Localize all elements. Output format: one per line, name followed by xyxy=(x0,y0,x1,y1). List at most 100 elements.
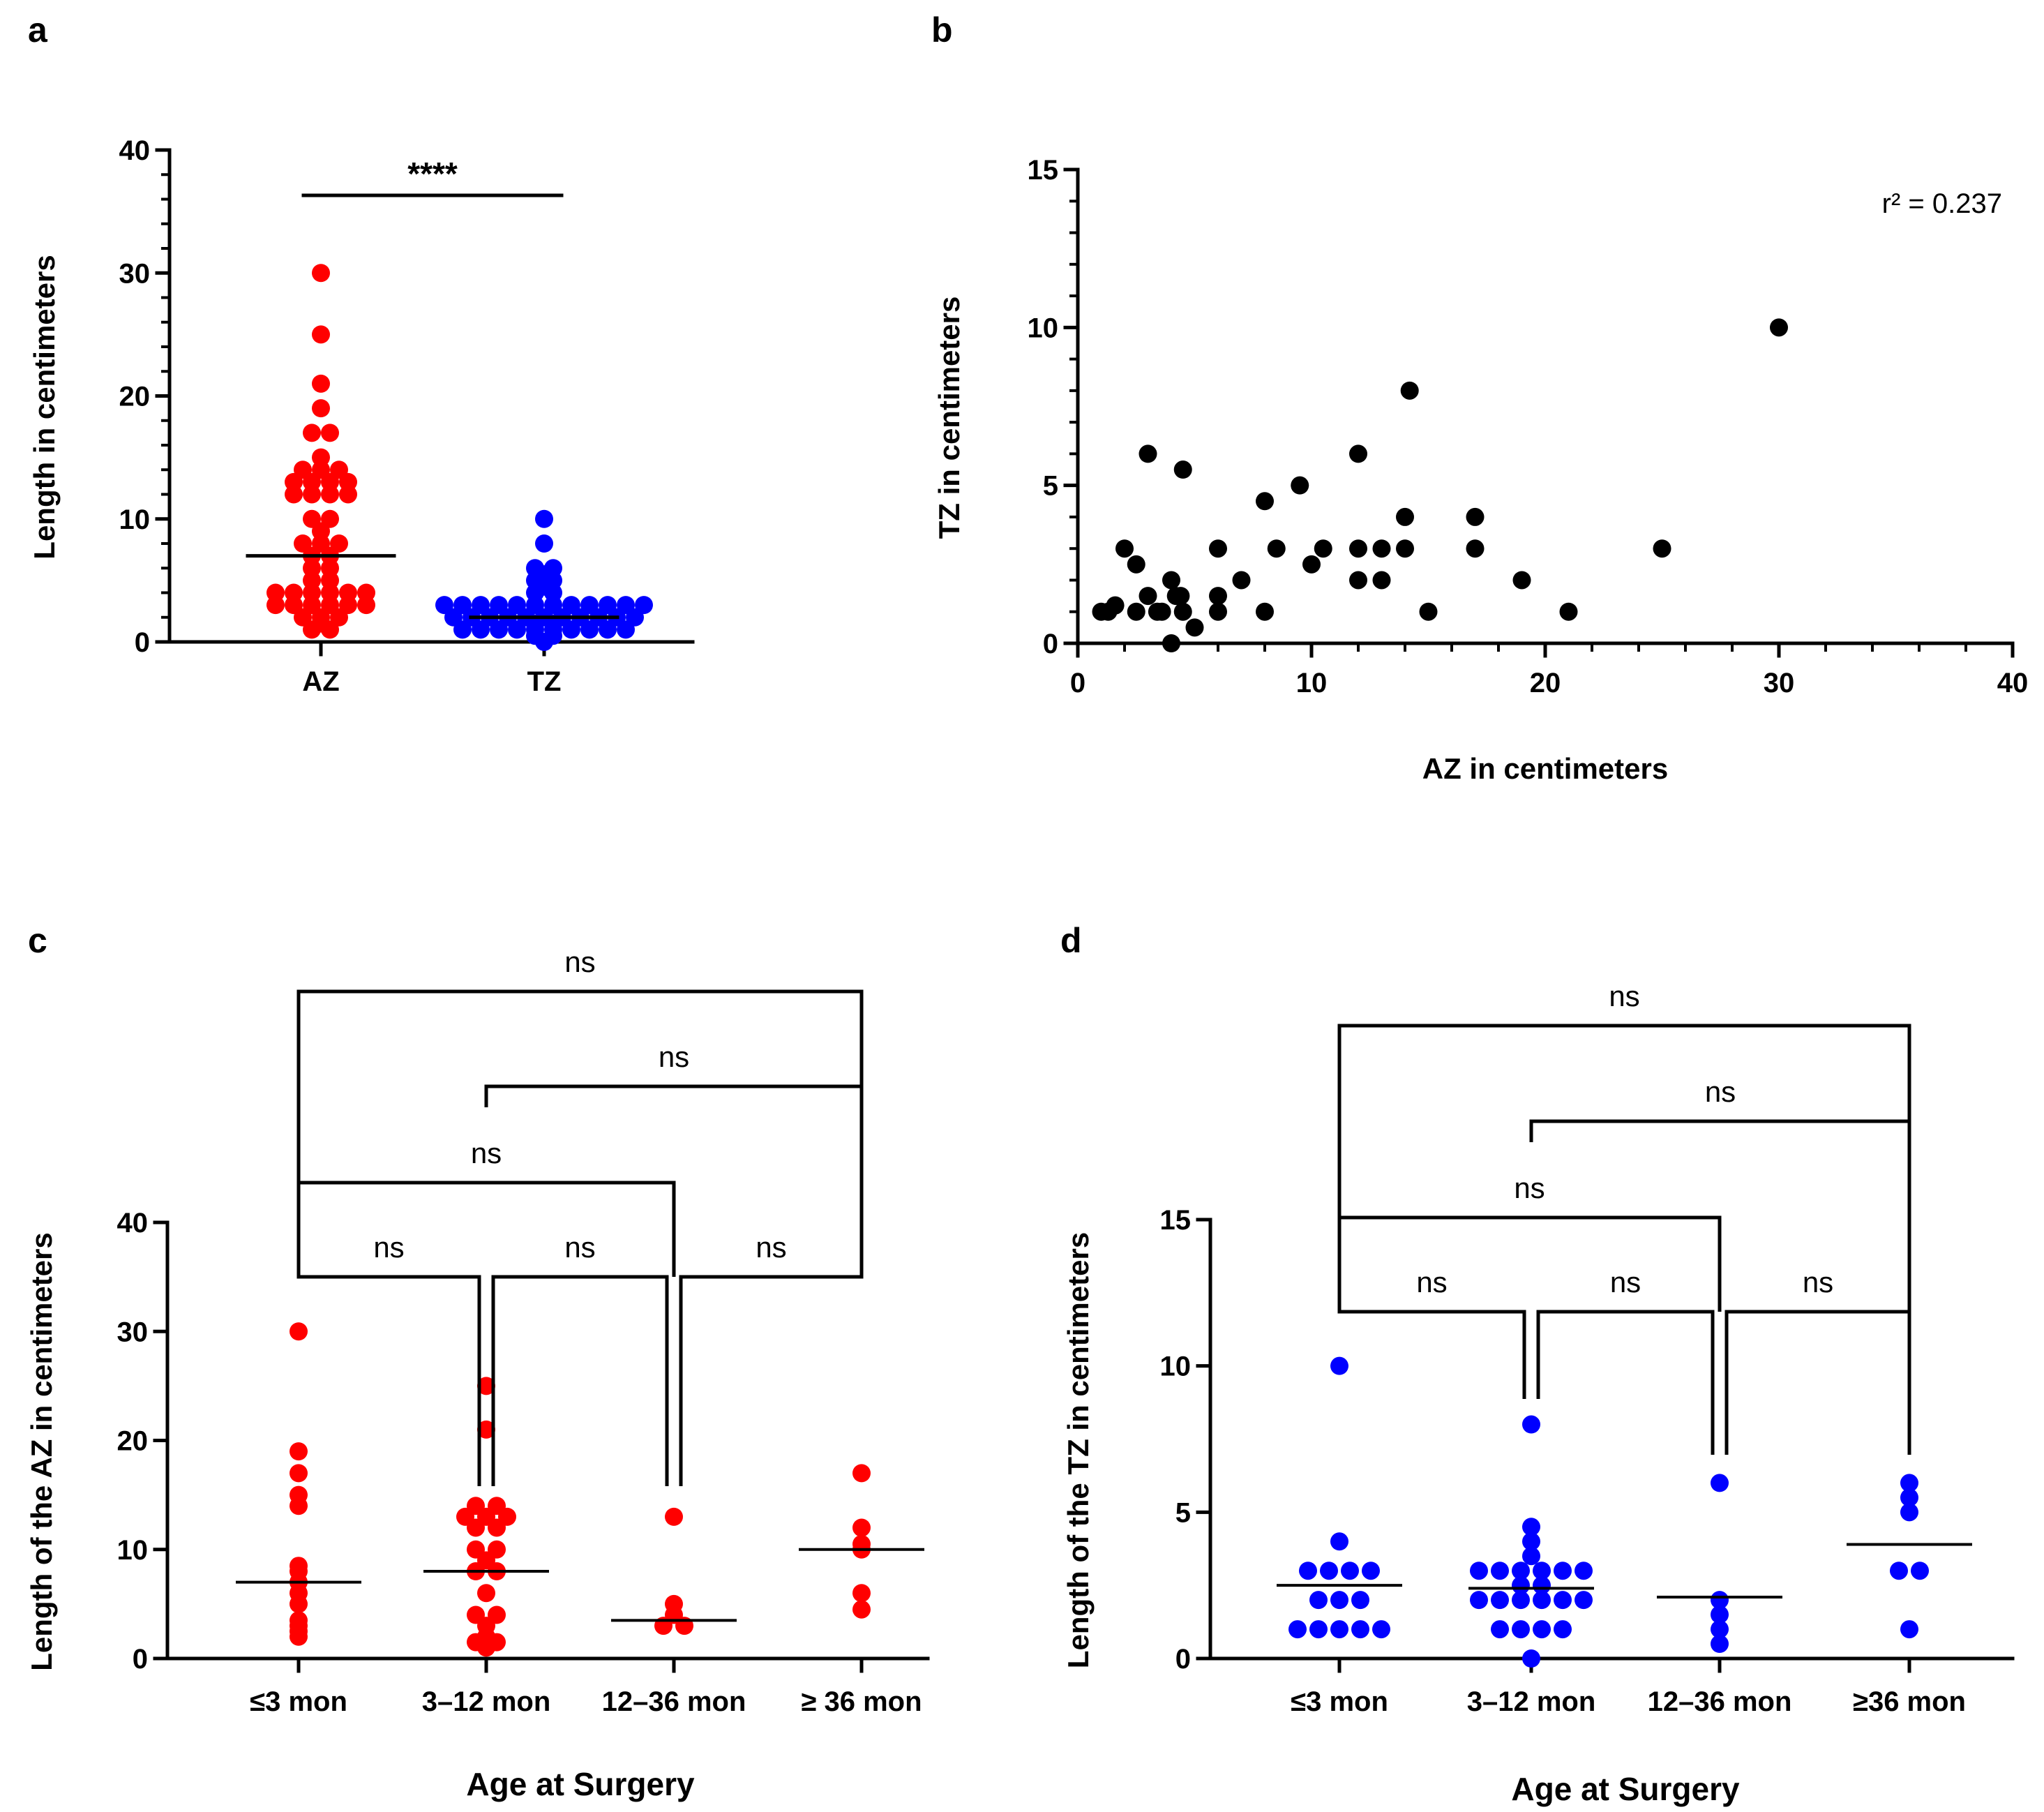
group-point xyxy=(1512,1576,1530,1595)
y-tick-label: 10 xyxy=(117,1535,149,1566)
group-point xyxy=(1554,1562,1572,1580)
y-tick-label: 0 xyxy=(135,627,150,658)
group-point xyxy=(1522,1547,1540,1566)
group-point xyxy=(1330,1532,1348,1551)
y-tick-label: 10 xyxy=(119,504,151,535)
panel-label: c xyxy=(28,921,47,960)
tz-point xyxy=(508,620,526,639)
scatter-point xyxy=(1162,634,1180,652)
group-point xyxy=(290,1627,308,1646)
scatter-point xyxy=(1256,492,1274,511)
scatter-point xyxy=(1291,476,1309,495)
az-point xyxy=(266,596,285,615)
x-tick-label: AZ xyxy=(302,666,339,697)
y-tick-label: 5 xyxy=(1043,471,1058,502)
group-point xyxy=(1351,1591,1369,1610)
tz-point xyxy=(535,509,553,528)
group-point xyxy=(1711,1474,1729,1492)
scatter-point xyxy=(1302,555,1321,574)
panel-b: b 0 5 10 15 0 10 20 30 40 AZ in centimeters TZ in c… xyxy=(931,10,2028,785)
group-point xyxy=(1372,1620,1390,1639)
group-point xyxy=(1911,1562,1929,1580)
x-tick-label: ≥ 36 mon xyxy=(801,1686,922,1717)
az-point xyxy=(312,325,330,344)
x-tick-label: ≤3 mon xyxy=(250,1686,347,1717)
scatter-point xyxy=(1256,602,1274,621)
group-point xyxy=(1711,1635,1729,1654)
scatter-point xyxy=(1162,571,1180,590)
comparison-bracket xyxy=(1724,1310,1911,1455)
group-point xyxy=(1470,1591,1488,1610)
scatter-point xyxy=(1400,381,1419,400)
x-tick-label: 10 xyxy=(1296,668,1328,698)
scatter-point xyxy=(1106,596,1125,615)
x-axis-label: Age at Surgery xyxy=(466,1766,695,1802)
group-point xyxy=(1288,1620,1307,1639)
comparison-label: ns xyxy=(1514,1171,1545,1204)
group-point xyxy=(1351,1620,1369,1639)
group-point xyxy=(1575,1562,1593,1580)
group-point xyxy=(290,1442,308,1461)
scatter-point xyxy=(1466,507,1485,526)
az-point xyxy=(303,424,321,442)
y-tick-label: 15 xyxy=(1160,1205,1192,1236)
y-tick-label: 0 xyxy=(133,1644,148,1675)
panel-label: d xyxy=(1060,921,1082,960)
comparison-bracket xyxy=(679,1259,864,1486)
scatter-point xyxy=(1349,539,1367,558)
scatter-point xyxy=(1372,539,1391,558)
x-tick-label: 3–12 mon xyxy=(422,1686,551,1717)
group-point xyxy=(1330,1591,1348,1610)
tz-point xyxy=(535,633,553,651)
group-point xyxy=(1522,1649,1540,1668)
group-point xyxy=(665,1507,683,1526)
group-point xyxy=(290,1594,308,1613)
y-tick-label: 40 xyxy=(119,135,151,166)
tz-point xyxy=(562,620,580,639)
scatter-point xyxy=(1115,539,1134,558)
scatter-point xyxy=(1559,602,1578,621)
x-axis-label: Age at Surgery xyxy=(1511,1771,1740,1807)
scatter-point xyxy=(1770,318,1788,337)
scatter-point xyxy=(1653,539,1671,558)
scatter-point xyxy=(1372,571,1391,590)
comparison-bracket xyxy=(296,1181,676,1277)
scatter-point xyxy=(1349,444,1367,463)
scatter-point xyxy=(1419,602,1438,621)
group-point xyxy=(1522,1532,1540,1551)
group-point xyxy=(1470,1562,1488,1580)
group-point xyxy=(1330,1620,1348,1639)
group-point xyxy=(1900,1620,1918,1639)
comparison-bracket xyxy=(1337,1305,1526,1399)
group-point xyxy=(477,1638,495,1657)
group-point xyxy=(467,1518,485,1537)
az-point xyxy=(303,620,321,639)
group-point xyxy=(1890,1562,1908,1580)
y-tick-label: 30 xyxy=(119,258,151,289)
x-tick-label: 3–12 mon xyxy=(1467,1686,1596,1717)
scatter-point xyxy=(1396,507,1414,526)
scatter-point xyxy=(1127,602,1145,621)
x-tick-label: 12–36 mon xyxy=(1648,1686,1792,1717)
y-axis-label: TZ in centimeters xyxy=(933,297,965,539)
group-point xyxy=(1309,1620,1328,1639)
group-point xyxy=(1575,1591,1593,1610)
scatter-point xyxy=(1139,587,1157,606)
x-tick-label: 30 xyxy=(1764,668,1795,698)
panel-d: d 0 5 10 15 ≤3 mon 3–12 mon 12–36 mon ≥36 mon Age… xyxy=(1060,921,2015,1807)
x-tick-label: 12–36 mon xyxy=(602,1686,746,1717)
tz-point xyxy=(580,620,599,639)
y-tick-label: 0 xyxy=(1043,629,1058,659)
group-point xyxy=(1533,1620,1551,1639)
group-point xyxy=(290,1497,308,1515)
x-axis-label: AZ in centimeters xyxy=(1422,752,1668,785)
x-tick-label: ≥36 mon xyxy=(1853,1686,1966,1717)
x-tick-label: 20 xyxy=(1530,668,1561,698)
scatter-point xyxy=(1396,539,1414,558)
az-point xyxy=(285,485,303,504)
y-tick-label: 15 xyxy=(1028,155,1059,186)
group-point xyxy=(477,1377,495,1395)
group-point xyxy=(1512,1620,1530,1639)
comparison-label: ns xyxy=(1610,1266,1641,1298)
group-point xyxy=(1341,1562,1359,1580)
